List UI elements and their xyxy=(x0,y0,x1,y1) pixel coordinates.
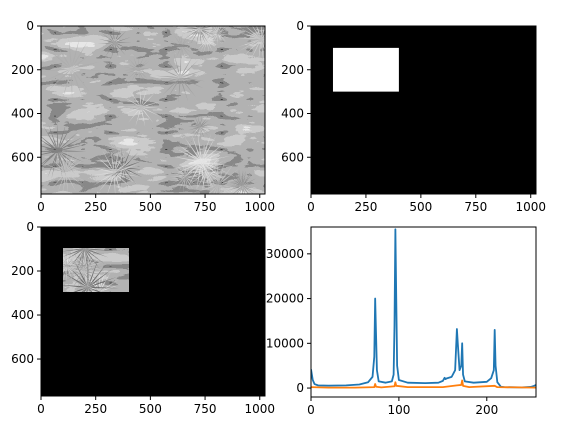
masked-image-region xyxy=(63,248,129,292)
x-tick-label: 250 xyxy=(84,402,107,416)
x-tick-label: 0 xyxy=(307,403,315,417)
x-tick-label: 250 xyxy=(354,200,377,214)
x-tick-label: 1000 xyxy=(244,200,275,214)
axis-ticks: 0 250 500 750 1000 0 200 400 600 xyxy=(281,19,546,214)
panel-top-left: 0 250 500 750 1000 0 200 400 600 xyxy=(11,19,275,214)
axes-frame xyxy=(40,226,266,397)
x-tick-label: 250 xyxy=(84,200,107,214)
x-tick-label: 200 xyxy=(475,403,498,417)
x-tick-label: 0 xyxy=(307,200,315,214)
y-tick-label: 400 xyxy=(281,107,304,121)
y-tick-label: 0 xyxy=(26,220,34,234)
plot-background xyxy=(311,227,536,397)
x-tick-label: 750 xyxy=(464,200,487,214)
x-tick-label: 500 xyxy=(139,200,162,214)
x-tick-label: 500 xyxy=(139,402,162,416)
axis-ticks: 0 250 500 750 1000 0 200 400 600 xyxy=(11,19,275,214)
x-tick-label: 1000 xyxy=(515,200,546,214)
x-tick-label: 0 xyxy=(37,402,45,416)
axis-ticks: 0 250 500 750 1000 0 200 400 600 xyxy=(11,220,275,416)
axes-frame xyxy=(310,226,537,398)
y-tick-label: 0 xyxy=(296,19,304,33)
y-tick-label: 20000 xyxy=(266,292,304,306)
axes-frame xyxy=(310,25,537,195)
y-tick-label: 200 xyxy=(11,63,34,77)
y-tick-label: 400 xyxy=(11,107,34,121)
x-tick-label: 0 xyxy=(37,200,45,214)
y-tick-label: 200 xyxy=(281,63,304,77)
y-tick-label: 400 xyxy=(11,308,34,322)
mask-rectangle xyxy=(332,47,399,92)
y-tick-label: 600 xyxy=(11,150,34,164)
y-tick-label: 600 xyxy=(281,150,304,164)
panel-bottom-right: 0 100 200 0 10000 20000 30000 xyxy=(266,226,537,417)
y-tick-label: 30000 xyxy=(266,247,304,261)
series-line-blue xyxy=(311,228,536,389)
palm-image xyxy=(41,26,265,194)
y-tick-label: 0 xyxy=(296,381,304,395)
x-tick-label: 750 xyxy=(194,402,217,416)
axes-frame xyxy=(40,25,266,195)
panel-bottom-left: 0 250 500 750 1000 0 200 400 600 xyxy=(11,220,275,416)
x-tick-label: 500 xyxy=(409,200,432,214)
y-tick-label: 600 xyxy=(11,352,34,366)
x-tick-label: 100 xyxy=(387,403,410,417)
y-tick-label: 10000 xyxy=(266,336,304,350)
series-line-orange xyxy=(311,379,536,389)
y-tick-label: 200 xyxy=(11,264,34,278)
x-tick-label: 750 xyxy=(194,200,217,214)
panel-top-right: 0 250 500 750 1000 0 200 400 600 xyxy=(281,19,546,214)
y-tick-label: 0 xyxy=(26,19,34,33)
axis-ticks: 0 100 200 0 10000 20000 30000 xyxy=(266,247,498,417)
x-tick-label: 1000 xyxy=(244,402,275,416)
